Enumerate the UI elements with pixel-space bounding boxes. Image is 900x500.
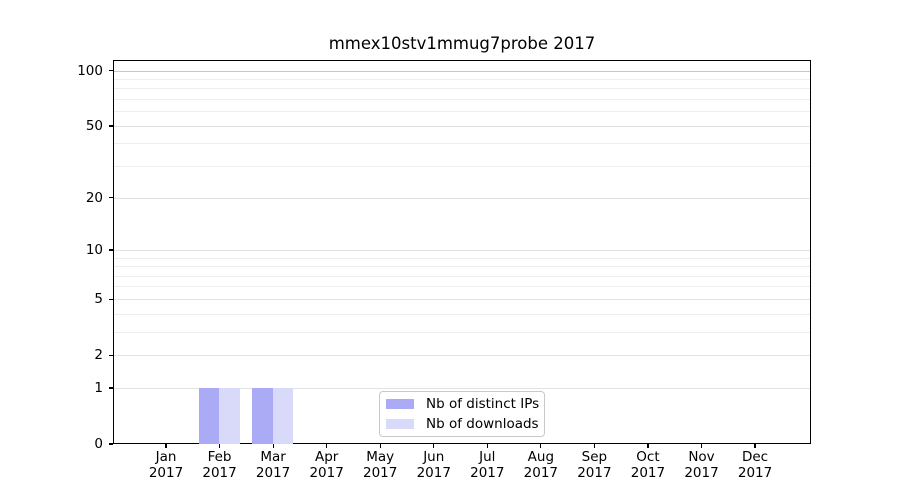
gridline-major-2 [114,354,810,356]
y-tick-label-0: 0 [94,436,103,452]
x-tick-label-nov: Nov 2017 [670,449,734,481]
x-tick-month: Jul [479,449,496,465]
x-tick-jul [486,444,488,448]
y-tick-20 [108,197,113,199]
x-tick-label-aug: Aug 2017 [509,449,573,481]
y-tick-0 [108,443,113,445]
bar-downloads-feb [219,387,240,444]
x-tick-month: Jun [423,449,445,465]
gridline-minor-80 [114,88,810,90]
x-tick-label-jan: Jan 2017 [134,449,198,481]
x-tick-month: Sep [581,449,608,465]
x-tick-label-oct: Oct 2017 [616,449,680,481]
y-tick-10 [108,249,113,251]
y-tick-50 [108,125,113,127]
gridline-minor-7 [114,275,810,277]
x-tick-jan [165,444,167,448]
bar-distinct-ips-mar [252,387,273,444]
legend: Nb of distinct IPs Nb of downloads [379,391,545,437]
x-tick-oct [647,444,649,448]
x-tick-nov [700,444,703,448]
x-tick-year: 2017 [309,464,344,481]
x-tick-year: 2017 [577,464,612,481]
y-tick-100 [108,70,113,72]
y-tick-label-100: 100 [77,62,103,79]
y-tick-label-2: 2 [94,347,103,364]
gridline-major-50 [114,125,810,127]
gridline-minor-4 [114,313,810,315]
x-tick-feb [218,444,221,448]
x-tick-year: 2017 [684,464,719,481]
legend-label-distinct-ips: Nb of distinct IPs [426,395,540,412]
x-tick-year: 2017 [416,464,451,481]
gridline-minor-9 [114,257,810,259]
x-tick-year: 2017 [148,464,184,481]
y-tick-label-1: 1 [94,379,103,396]
x-tick-month: Feb [207,449,232,465]
legend-item-distinct-ips: Nb of distinct IPs [386,395,544,412]
x-tick-aug [540,444,542,448]
bar-distinct-ips-feb [198,387,220,444]
y-tick-label-5: 5 [94,291,103,308]
x-tick-apr [326,444,328,448]
gridline-major-100 [114,70,810,72]
legend-swatch-distinct-ips [386,399,414,409]
x-tick-label-sep: Sep 2017 [562,449,626,481]
gridline-minor-60 [114,111,810,113]
y-tick-label-50: 50 [85,118,103,135]
x-tick-year: 2017 [202,464,237,481]
x-tick-year: 2017 [255,464,291,481]
legend-item-downloads: Nb of downloads [386,415,544,432]
y-tick-label-10: 10 [85,242,103,259]
x-tick-month: May [366,449,395,465]
gridline-major-5 [114,298,810,300]
gridline-minor-6 [114,286,810,288]
x-tick-label-may: May 2017 [348,449,412,481]
x-tick-label-jun: Jun 2017 [402,449,466,481]
y-tick-label-20: 20 [85,189,103,206]
x-tick-month: Nov [688,449,715,465]
y-tick-1 [108,387,113,389]
x-tick-label-dec: Dec 2017 [723,449,787,481]
gridline-minor-3 [114,331,810,333]
x-tick-year: 2017 [523,464,559,481]
x-tick-dec [754,444,756,448]
chart-title: mmex10stv1mmug7probe 2017 [328,34,596,53]
gridline-major-10 [114,249,810,251]
y-tick-2 [108,354,113,356]
x-tick-month: Jan [155,449,177,465]
x-tick-month: Mar [260,449,286,465]
gridline-minor-70 [114,99,810,101]
x-tick-month: Dec [741,449,769,465]
x-tick-label-feb: Feb 2017 [188,449,252,481]
gridline-major-1 [114,387,810,389]
x-tick-mar [272,444,274,448]
x-tick-sep [593,444,595,448]
x-tick-label-jul: Jul 2017 [455,449,519,481]
x-tick-label-apr: Apr 2017 [295,449,359,481]
x-tick-year: 2017 [737,464,773,481]
x-tick-label-mar: Mar 2017 [241,449,305,481]
gridline-minor-30 [114,166,810,168]
x-tick-year: 2017 [470,464,505,481]
x-tick-year: 2017 [363,464,398,481]
legend-label-downloads: Nb of downloads [426,415,539,432]
plot-area [113,60,811,444]
gridline-minor-8 [114,266,810,268]
legend-swatch-downloads [386,419,414,429]
x-tick-jun [433,444,435,448]
gridline-minor-90 [114,79,810,81]
x-tick-month: Aug [527,449,555,465]
x-tick-year: 2017 [630,464,666,481]
bar-downloads-mar [272,387,294,444]
gridline-major-20 [114,197,810,199]
x-tick-month: Oct [636,449,660,465]
y-tick-5 [108,298,113,300]
gridline-minor-40 [114,143,810,145]
x-tick-may [379,444,381,448]
x-tick-month: Apr [314,449,339,465]
